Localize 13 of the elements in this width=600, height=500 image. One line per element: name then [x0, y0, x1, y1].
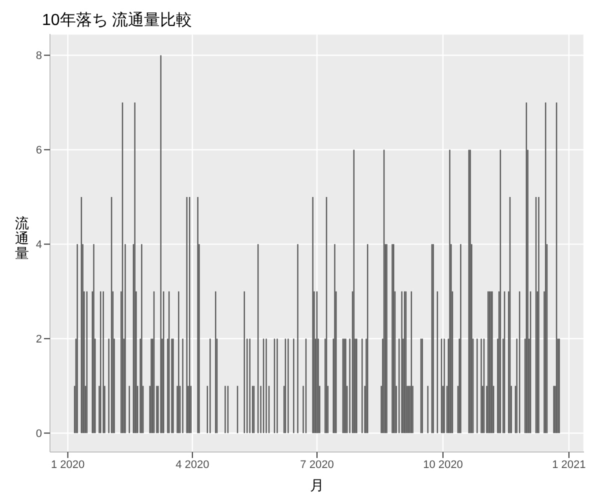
chart-title: 10年落ち 流通量比較: [42, 10, 192, 31]
y-tick-label: 4: [36, 239, 42, 252]
y-tick-label: 6: [36, 144, 42, 157]
y-tick-label: 2: [36, 334, 42, 346]
x-tick-label: 1 2021: [552, 458, 586, 471]
x-tick-label: 1 2020: [50, 458, 85, 471]
x-axis-title: 月: [310, 477, 324, 493]
x-tick-label: 7 2020: [300, 458, 334, 471]
x-tick-label: 4 2020: [176, 458, 210, 471]
y-tick-label: 0: [36, 428, 42, 440]
x-tick-label: 10 2020: [423, 458, 463, 471]
y-axis-title: 流通量: [15, 215, 29, 261]
y-tick-label: 8: [36, 50, 42, 62]
